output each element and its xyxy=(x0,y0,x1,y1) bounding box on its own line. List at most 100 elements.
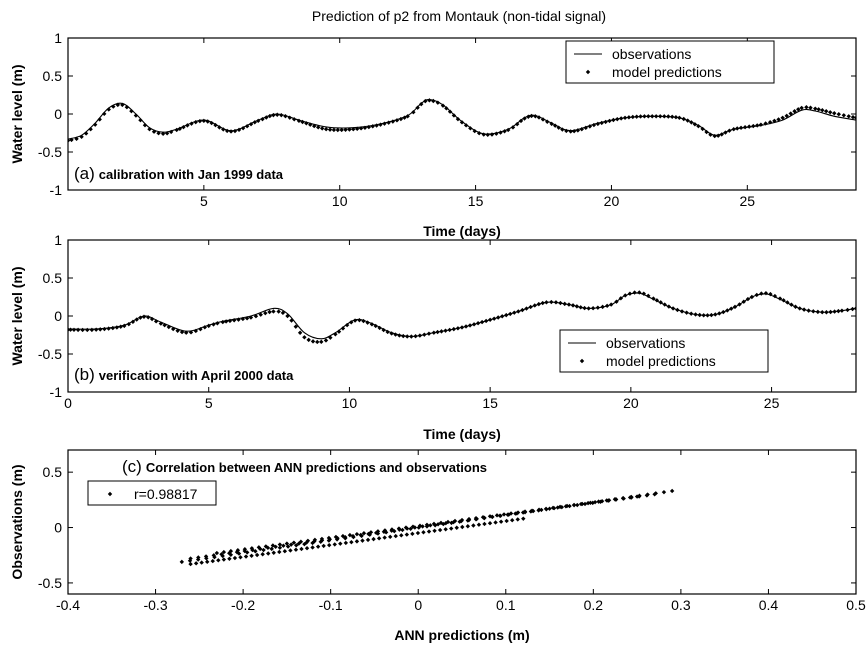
x-tick-label: -0.4 xyxy=(56,597,80,613)
scatter-point xyxy=(449,526,454,531)
prediction-point xyxy=(632,290,637,295)
scatter-point xyxy=(347,532,353,538)
scatter-point xyxy=(249,546,255,551)
scatter-point xyxy=(543,506,549,511)
scatter-point xyxy=(599,499,605,504)
scatter-point xyxy=(188,561,193,567)
prediction-point xyxy=(727,128,732,133)
scatter-point xyxy=(529,508,535,513)
prediction-point xyxy=(141,314,147,319)
scatter-point xyxy=(204,556,209,561)
prediction-point xyxy=(217,125,222,130)
scatter-point xyxy=(321,543,326,549)
prediction-point xyxy=(498,130,503,135)
y-tick-label: 0 xyxy=(54,520,62,536)
prediction-point xyxy=(595,305,601,310)
prediction-point xyxy=(712,133,717,139)
y-tick-label: -0.5 xyxy=(38,144,62,160)
prediction-point xyxy=(815,309,821,315)
prediction-point xyxy=(328,335,333,340)
x-tick-label: -0.2 xyxy=(231,597,255,613)
scatter-point xyxy=(257,546,263,552)
prediction-point xyxy=(398,116,404,122)
x-tick-label: 0 xyxy=(64,395,72,411)
scatter-point xyxy=(547,506,552,511)
prediction-point xyxy=(369,322,375,327)
scatter-point xyxy=(349,539,354,545)
prediction-point xyxy=(485,132,490,138)
y-tick-label: -1 xyxy=(50,182,63,198)
prediction-point xyxy=(236,127,242,133)
prediction-point xyxy=(333,332,338,337)
prediction-point xyxy=(370,124,375,129)
prediction-point xyxy=(820,310,825,315)
legend-dot-swatch xyxy=(107,491,113,497)
prediction-point xyxy=(279,112,284,118)
prediction-point xyxy=(79,134,84,139)
prediction-point xyxy=(224,128,230,134)
prediction-point xyxy=(189,121,194,126)
prediction-point xyxy=(604,303,610,309)
prediction-point xyxy=(185,123,190,128)
scatter-point xyxy=(360,538,365,543)
scatter-point xyxy=(291,540,297,545)
prediction-point xyxy=(846,114,851,119)
prediction-point xyxy=(162,322,167,328)
prediction-point xyxy=(556,125,561,130)
scatter-point xyxy=(424,522,430,527)
prediction-point xyxy=(618,116,624,121)
scatter-point xyxy=(326,535,332,541)
prediction-point xyxy=(365,320,370,325)
prediction-point xyxy=(713,312,718,317)
scatter-point xyxy=(187,558,193,563)
y-axis-label: Water level (m) xyxy=(9,64,25,163)
scatter-point xyxy=(340,533,346,539)
prediction-point xyxy=(126,321,132,327)
prediction-point xyxy=(156,130,161,136)
scatter-point xyxy=(214,550,220,556)
prediction-point xyxy=(138,117,143,123)
prediction-point xyxy=(742,125,748,130)
prediction-point xyxy=(759,291,764,296)
prediction-point xyxy=(558,300,563,306)
prediction-point xyxy=(386,120,391,125)
prediction-point xyxy=(850,306,855,312)
prediction-point xyxy=(481,132,486,137)
prediction-point xyxy=(758,122,764,127)
scatter-point xyxy=(199,560,204,565)
scatter-point xyxy=(634,494,640,499)
prediction-point xyxy=(747,124,752,129)
prediction-point xyxy=(697,312,702,318)
scatter-point xyxy=(338,541,343,546)
prediction-point xyxy=(435,329,440,335)
prediction-point xyxy=(459,325,465,330)
prediction-point xyxy=(211,322,216,327)
prediction-point xyxy=(323,127,329,132)
prediction-point xyxy=(402,115,407,120)
prediction-point xyxy=(591,122,597,128)
y-tick-label: 0.5 xyxy=(43,464,63,480)
scatter-point xyxy=(644,493,650,498)
prediction-point xyxy=(502,129,507,134)
prediction-point xyxy=(845,307,850,313)
scatter-point xyxy=(302,541,307,547)
scatter-point xyxy=(480,515,486,520)
prediction-point xyxy=(627,291,633,296)
scatter-point xyxy=(361,531,367,536)
prediction-point xyxy=(118,324,123,329)
scatter-point xyxy=(221,557,227,562)
panel-annotation: (b) verification with April 2000 data xyxy=(74,365,294,384)
prediction-point xyxy=(685,118,690,123)
prediction-point xyxy=(179,329,185,335)
plot-area xyxy=(68,98,856,143)
prediction-point xyxy=(816,107,821,112)
prediction-point xyxy=(495,315,501,320)
prediction-point xyxy=(240,125,246,131)
prediction-point xyxy=(184,330,189,335)
prediction-point xyxy=(146,315,151,320)
prediction-point xyxy=(749,294,755,300)
scatter-point xyxy=(304,545,310,551)
prediction-point xyxy=(389,331,394,336)
x-tick-label: -0.3 xyxy=(143,597,167,613)
prediction-point xyxy=(228,129,234,134)
